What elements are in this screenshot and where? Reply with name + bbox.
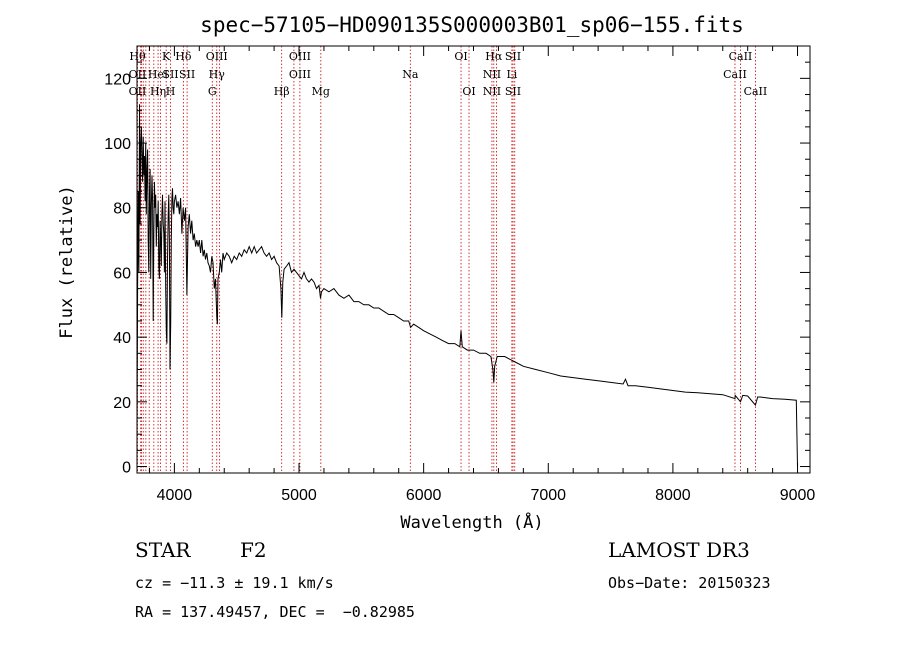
ion-label: OI xyxy=(462,85,475,98)
ion-label: OIII xyxy=(289,68,311,81)
ion-label: OIII xyxy=(206,50,228,63)
ion-label: Hβ xyxy=(274,85,290,98)
survey-name: LAMOST DR3 xyxy=(608,538,750,562)
axis-ticks: 4000 5000 6000 7000 8000 9000 0 20 40 60 80 100 120 xyxy=(104,46,815,504)
ion-label: K xyxy=(162,50,171,63)
y-tick-label: 20 xyxy=(113,395,131,412)
ion-label: Hθ xyxy=(129,50,146,63)
ion-label: Na xyxy=(402,68,419,81)
ion-label: G xyxy=(208,85,217,98)
ion-label: Hγ xyxy=(209,68,226,81)
object-class: STAR xyxy=(135,538,191,562)
ion-label: Mg xyxy=(312,85,330,98)
object-subclass: F2 xyxy=(240,538,267,562)
ion-label: H xyxy=(166,85,176,98)
ion-label: SII xyxy=(505,85,521,98)
ion-label: OIII xyxy=(289,50,311,63)
ion-label: NII xyxy=(483,85,501,98)
x-tick-label: 5000 xyxy=(281,487,317,504)
ion-label: Hη xyxy=(150,85,166,98)
plot-frame xyxy=(136,45,811,474)
ion-label: Hδ xyxy=(175,50,192,63)
x-tick-label: 7000 xyxy=(530,487,566,504)
y-tick-label: 40 xyxy=(113,330,131,347)
y-axis-label: Flux (relative) xyxy=(57,185,77,339)
ion-label: CaII xyxy=(729,50,753,63)
x-tick-label: 9000 xyxy=(780,487,816,504)
y-tick-label: 0 xyxy=(122,460,131,477)
x-tick-label: 8000 xyxy=(655,487,691,504)
ion-label: SII xyxy=(505,50,521,63)
chart-title: spec−57105−HD090135S000003B01_sp06−155.f… xyxy=(200,13,744,37)
obs-date: Obs−Date: 20150323 xyxy=(608,574,771,592)
ion-label: CaII xyxy=(744,85,768,98)
ion-label: Hα xyxy=(485,50,503,63)
ion-labels: HθOIIOIIHeIHηKSIIHHδSIIGOIIIHγHβOIIIOIII… xyxy=(129,50,768,98)
line-markers xyxy=(137,46,756,473)
ion-label: SII xyxy=(162,68,178,81)
flux-line xyxy=(136,104,798,467)
ion-label: CaII xyxy=(723,68,747,81)
x-tick-label: 6000 xyxy=(406,487,442,504)
ion-label: Li xyxy=(506,68,517,81)
ion-label: SII xyxy=(179,68,195,81)
ion-label: HeI xyxy=(148,68,168,81)
coordinates: RA = 137.49457, DEC = −0.82985 xyxy=(135,603,415,621)
spectrum-chart: spec−57105−HD090135S000003B01_sp06−155.f… xyxy=(57,13,815,533)
ion-label: OI xyxy=(454,50,467,63)
y-tick-label: 60 xyxy=(113,265,131,282)
ion-label: NII xyxy=(483,68,501,81)
y-tick-label: 120 xyxy=(104,71,131,88)
y-tick-label: 100 xyxy=(104,136,131,153)
x-tick-label: 4000 xyxy=(157,487,193,504)
velocity-readout: cz = −11.3 ± 19.1 km/s xyxy=(135,574,334,592)
y-tick-label: 80 xyxy=(113,201,131,218)
x-axis-label: Wavelength (Å) xyxy=(400,511,543,533)
